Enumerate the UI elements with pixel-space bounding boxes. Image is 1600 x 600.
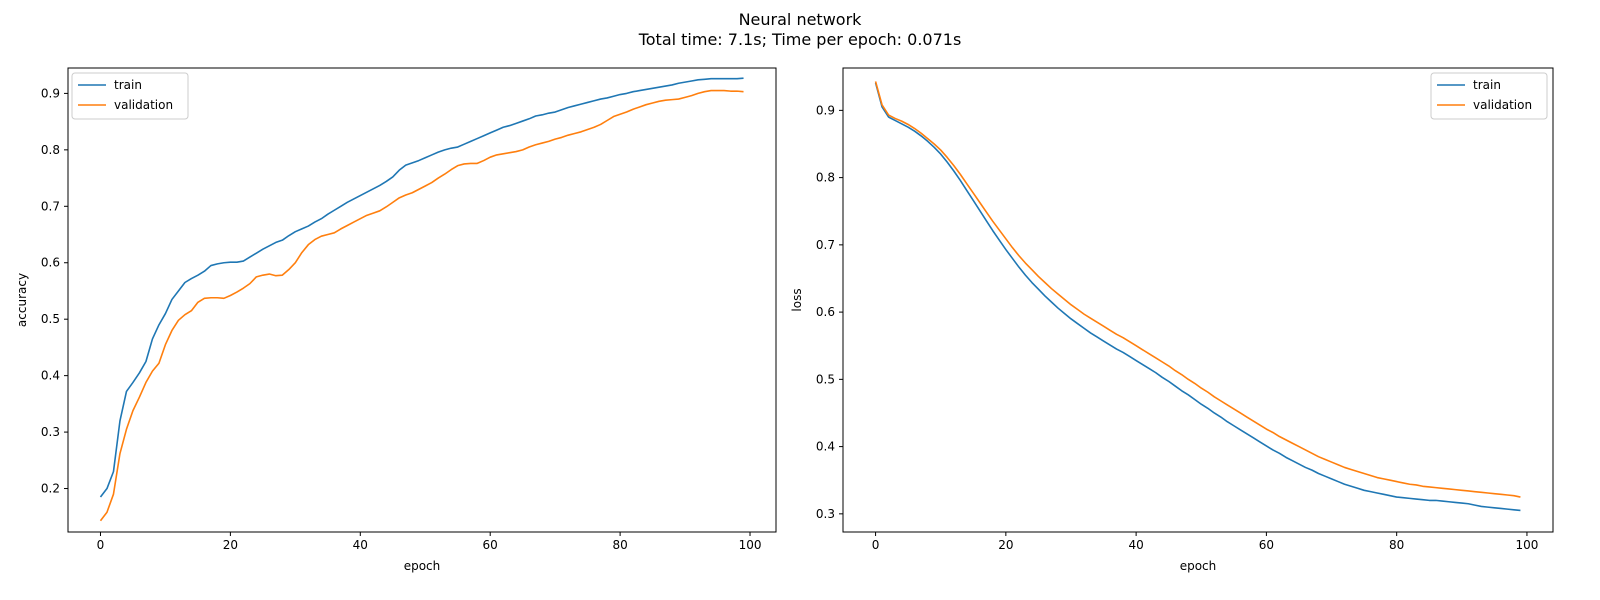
y-tick-label: 0.7 — [816, 238, 835, 252]
y-tick-label: 0.5 — [816, 372, 835, 386]
x-tick-label: 80 — [1389, 538, 1404, 552]
legend-label-train: train — [114, 78, 142, 92]
legend-label-train: train — [1473, 78, 1501, 92]
series-line-validation — [99, 89, 744, 522]
y-tick-label: 0.6 — [41, 256, 60, 270]
legend: train validation — [71, 72, 189, 120]
x-tick-label: 20 — [998, 538, 1013, 552]
y-tick-label: 0.3 — [41, 425, 60, 439]
x-tick-label: 20 — [223, 538, 238, 552]
y-axis-label: loss — [790, 288, 804, 311]
legend-label-validation: validation — [114, 98, 173, 112]
plot-frame — [842, 67, 1554, 533]
y-tick-label: 0.6 — [816, 305, 835, 319]
series-line-train — [874, 82, 1521, 512]
suptitle-line-1: Neural network — [738, 10, 862, 29]
y-axis-label: accuracy — [15, 273, 29, 327]
loss-chart: 0 20 40 60 80 100 0.3 0.4 0.5 0.6 0.7 0.8 0.9 epoch lo… — [790, 67, 1554, 573]
y-tick-label: 0.2 — [41, 482, 60, 496]
x-axis-label: epoch — [1180, 559, 1217, 573]
x-tick-label: 80 — [612, 538, 627, 552]
series-line-validation — [874, 81, 1521, 498]
suptitle-line-2: Total time: 7.1s; Time per epoch: 0.071s — [638, 30, 962, 49]
series-line-train — [99, 77, 744, 498]
figure-suptitle: Neural network Total time: 7.1s; Time pe… — [0, 10, 1600, 50]
accuracy-chart: 0 20 40 60 80 100 0.2 0.3 0.4 0.5 0.6 0.7 0.8 0.9 epoc… — [15, 67, 777, 573]
x-tick-label: 60 — [483, 538, 498, 552]
x-tick-label: 0 — [97, 538, 105, 552]
x-tick-label: 40 — [1128, 538, 1143, 552]
y-tick-label: 0.8 — [816, 171, 835, 185]
y-tick-label: 0.4 — [41, 369, 60, 383]
y-tick-label: 0.3 — [816, 507, 835, 521]
legend-label-validation: validation — [1473, 98, 1532, 112]
y-tick-label: 0.5 — [41, 312, 60, 326]
x-tick-label: 100 — [739, 538, 762, 552]
plot-frame — [67, 67, 777, 533]
y-tick-label: 0.4 — [816, 440, 835, 454]
x-tick-label: 100 — [1515, 538, 1538, 552]
x-tick-label: 60 — [1259, 538, 1274, 552]
y-tick-label: 0.7 — [41, 199, 60, 213]
x-axis-label: epoch — [404, 559, 441, 573]
legend: train validation — [1430, 72, 1548, 120]
x-tick-label: 40 — [353, 538, 368, 552]
y-tick-label: 0.8 — [41, 143, 60, 157]
x-tick-label: 0 — [872, 538, 880, 552]
y-tick-label: 0.9 — [41, 86, 60, 100]
y-tick-label: 0.9 — [816, 103, 835, 117]
